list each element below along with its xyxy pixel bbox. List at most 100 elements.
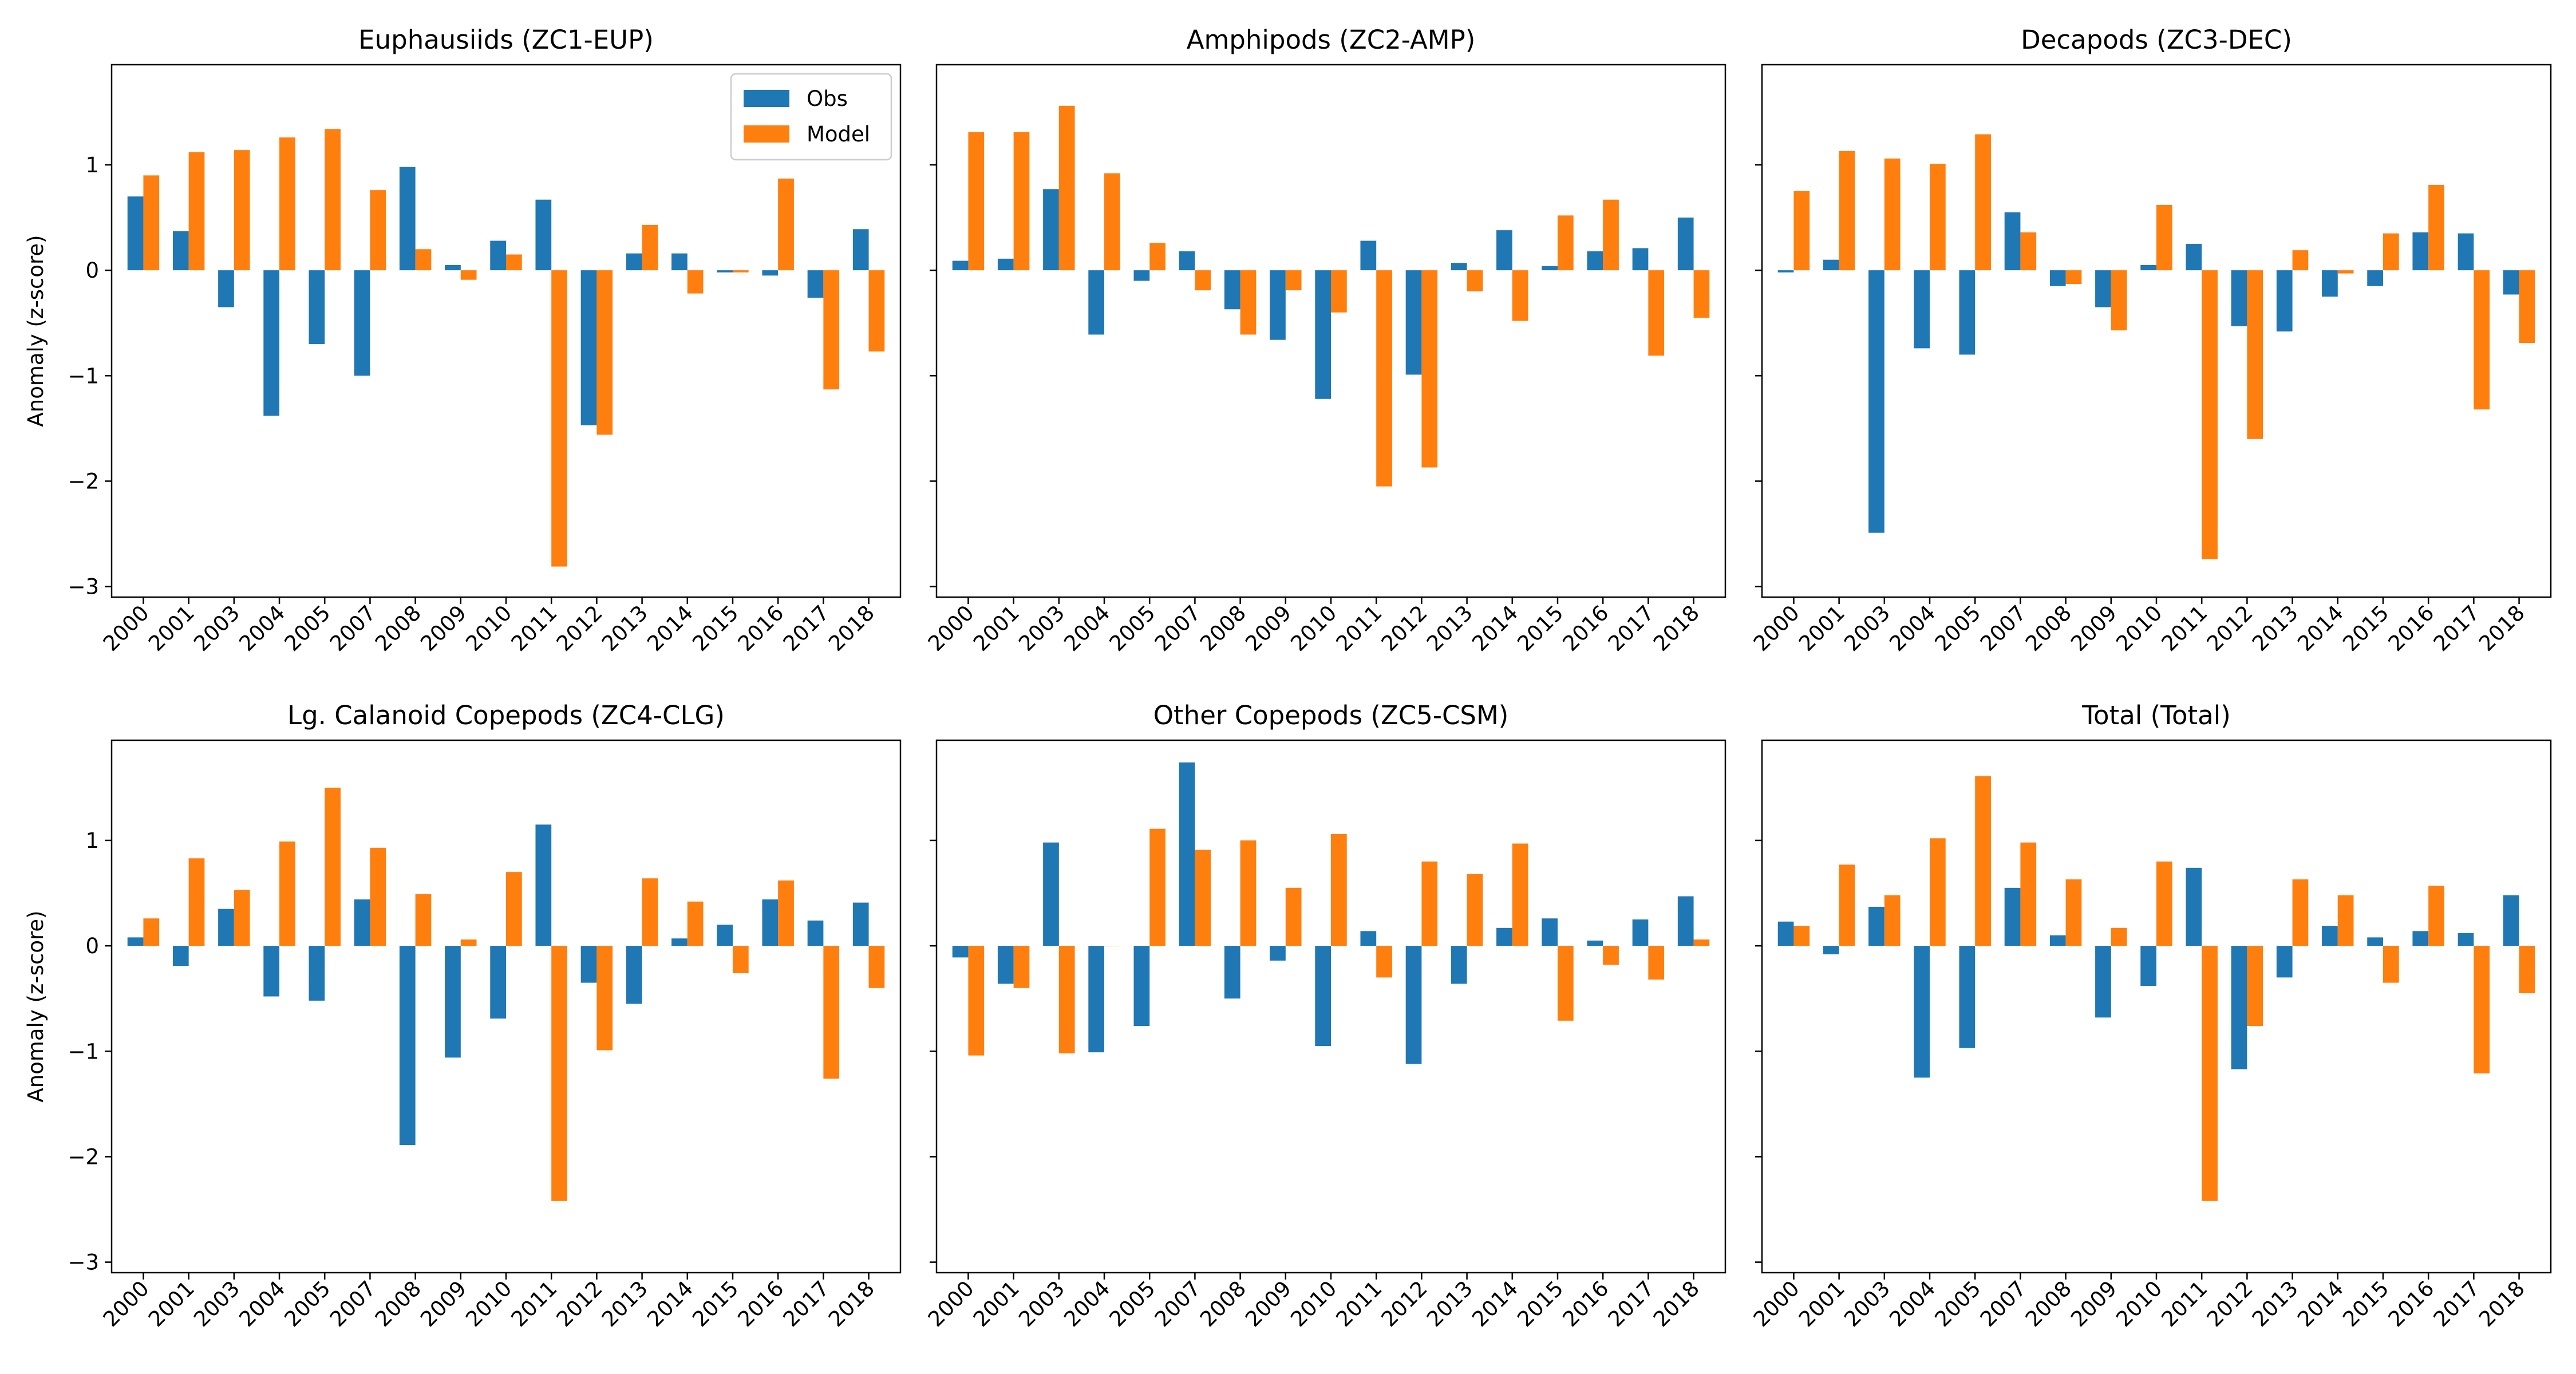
y-tick-label-4: 0 — [85, 934, 99, 958]
bar-model-5-2017 — [1648, 946, 1665, 980]
bar-obs-6-2010 — [2140, 946, 2156, 986]
y-tick-label-1: 1 — [85, 153, 99, 177]
bar-obs-6-2001 — [1823, 946, 1839, 954]
bar-model-2-2008 — [1240, 270, 1257, 335]
x-tick-label-5-2007: 2007 — [1150, 1276, 1206, 1332]
x-tick-label-5-2009: 2009 — [1240, 1276, 1296, 1332]
bar-model-1-2008 — [415, 249, 432, 271]
bar-model-4-2012 — [596, 946, 613, 1051]
bar-obs-5-2017 — [1632, 919, 1649, 946]
bar-obs-1-2014 — [671, 253, 688, 271]
bar-obs-4-2011 — [535, 824, 552, 946]
x-tick-label-6-2013: 2013 — [2247, 1276, 2303, 1332]
bar-obs-4-2014 — [671, 938, 688, 946]
bar-obs-3-2011 — [2186, 244, 2202, 271]
bar-obs-2-2005 — [1133, 270, 1150, 281]
bar-model-6-2013 — [2292, 879, 2309, 946]
x-tick-label-3-2004: 2004 — [1884, 601, 1940, 656]
bar-model-4-2001 — [188, 858, 205, 946]
x-tick-label-2-2001: 2001 — [969, 601, 1024, 656]
bar-obs-5-2016 — [1587, 940, 1603, 946]
x-tick-label-3-2010: 2010 — [2111, 601, 2167, 656]
bar-model-3-2010 — [2156, 204, 2172, 271]
bar-obs-1-2007 — [354, 270, 370, 376]
bar-obs-4-2000 — [127, 937, 144, 946]
bar-model-1-2003 — [234, 150, 250, 271]
bar-model-4-2005 — [325, 787, 341, 946]
y-tick-label-1: −1 — [68, 364, 99, 388]
x-tick-label-6-2016: 2016 — [2384, 1276, 2439, 1332]
bar-model-5-2001 — [1013, 946, 1030, 988]
x-tick-label-6-2001: 2001 — [1794, 1276, 1850, 1332]
bar-model-1-2018 — [868, 270, 885, 352]
x-tick-label-3-2003: 2003 — [1839, 601, 1895, 656]
bar-obs-2-2013 — [1451, 263, 1467, 271]
x-tick-label-3-2014: 2014 — [2293, 601, 2348, 656]
bar-obs-6-2011 — [2186, 867, 2202, 946]
y-axis-label-1: Anomaly (z-score) — [23, 235, 48, 427]
bar-model-2-2011 — [1376, 270, 1392, 487]
bar-obs-1-2016 — [762, 270, 779, 276]
bar-model-2-2017 — [1648, 270, 1665, 356]
bar-obs-3-2005 — [1959, 270, 1976, 355]
x-tick-label-5-2011: 2011 — [1332, 1276, 1387, 1332]
x-tick-label-6-2017: 2017 — [2429, 1276, 2484, 1332]
bar-obs-4-2001 — [172, 946, 189, 966]
bar-model-2-2013 — [1467, 270, 1483, 291]
legend-swatch-model — [744, 125, 789, 143]
x-tick-label-5-2000: 2000 — [923, 1276, 979, 1332]
panel-title-3: Decapods (ZC3-DEC) — [2021, 25, 2292, 55]
x-tick-label-4-2013: 2013 — [597, 1276, 653, 1332]
bar-model-3-2003 — [1884, 158, 1901, 271]
bar-model-6-2010 — [2156, 861, 2172, 946]
x-tick-label-2-2009: 2009 — [1240, 601, 1296, 656]
bar-obs-6-2009 — [2095, 946, 2111, 1018]
bar-obs-1-2015 — [717, 270, 733, 273]
bar-model-2-2004 — [1104, 173, 1120, 271]
x-tick-label-4-2001: 2001 — [144, 1276, 199, 1332]
bar-model-1-2001 — [188, 152, 205, 271]
x-tick-label-1-2012: 2012 — [552, 601, 607, 656]
x-tick-label-2-2012: 2012 — [1377, 601, 1432, 656]
x-tick-label-4-2008: 2008 — [370, 1276, 426, 1332]
bar-obs-4-2004 — [263, 946, 280, 997]
x-tick-label-3-2000: 2000 — [1749, 601, 1804, 656]
bar-model-1-2015 — [732, 270, 749, 273]
bar-model-3-2015 — [2383, 233, 2399, 271]
x-tick-label-1-2007: 2007 — [325, 601, 381, 656]
bar-model-1-2007 — [370, 190, 386, 271]
bar-obs-2-2004 — [1088, 270, 1105, 335]
x-tick-label-4-2017: 2017 — [779, 1276, 834, 1332]
x-tick-label-3-2017: 2017 — [2429, 601, 2484, 656]
y-tick-label-4: −3 — [68, 1250, 99, 1275]
bar-model-4-2011 — [551, 946, 567, 1201]
bar-model-2-2016 — [1603, 199, 1619, 271]
bar-model-3-2000 — [1793, 191, 1810, 271]
bar-obs-2-2007 — [1179, 251, 1195, 271]
bar-model-5-2016 — [1603, 946, 1619, 965]
bar-obs-4-2016 — [762, 899, 779, 946]
bar-model-6-2007 — [2020, 842, 2037, 946]
x-tick-label-6-2010: 2010 — [2111, 1276, 2167, 1332]
bar-model-1-2000 — [143, 175, 160, 271]
x-tick-label-4-2007: 2007 — [325, 1276, 381, 1332]
bar-model-5-2015 — [1557, 946, 1574, 1021]
bar-model-4-2007 — [370, 847, 386, 946]
bar-model-3-2007 — [2020, 232, 2037, 271]
bar-model-6-2011 — [2202, 946, 2218, 1201]
bar-obs-5-2001 — [997, 946, 1014, 984]
bar-obs-6-2004 — [1914, 946, 1930, 1078]
x-tick-label-4-2004: 2004 — [234, 1276, 290, 1332]
bar-model-4-2010 — [506, 872, 522, 946]
y-axis-label-4: Anomaly (z-score) — [23, 910, 48, 1102]
bar-obs-6-2000 — [1777, 921, 1794, 946]
x-tick-label-1-2009: 2009 — [416, 601, 471, 656]
bar-model-2-2007 — [1195, 270, 1211, 291]
bar-obs-3-2017 — [2458, 233, 2474, 271]
bar-model-5-2000 — [968, 946, 985, 1056]
bar-obs-5-2000 — [952, 946, 969, 958]
x-tick-label-5-2017: 2017 — [1603, 1276, 1659, 1332]
bar-model-5-2011 — [1376, 946, 1392, 978]
x-tick-label-2-2003: 2003 — [1014, 601, 1069, 656]
